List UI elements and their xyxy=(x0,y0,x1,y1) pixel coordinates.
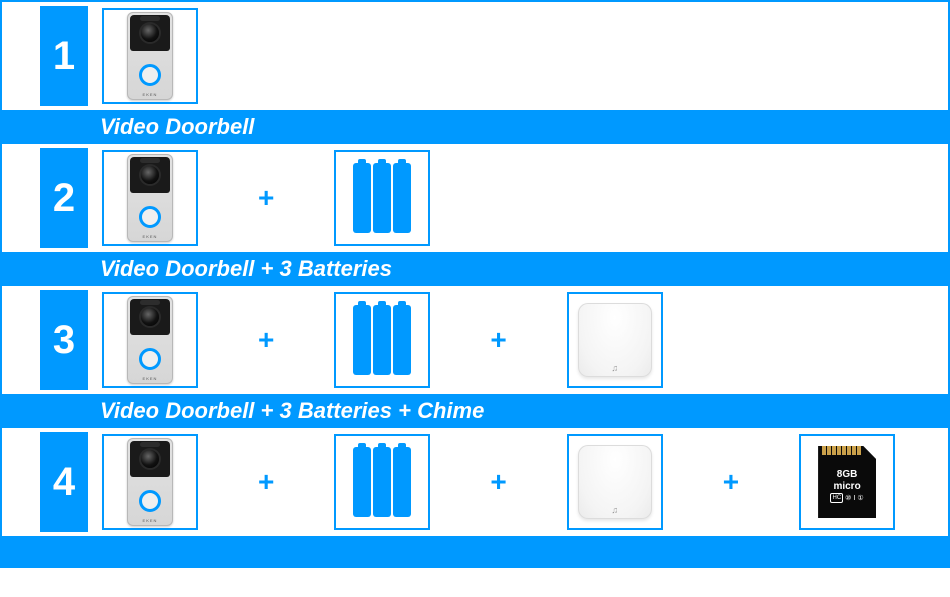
bundle-item-doorbell: EKEN xyxy=(102,434,198,530)
bundle-number: 1 xyxy=(40,6,88,106)
batteries-icon xyxy=(353,447,411,517)
bundle-item-doorbell: EKEN xyxy=(102,292,198,388)
video-doorbell-icon: EKEN xyxy=(127,296,173,384)
plus-icon: + xyxy=(258,182,274,214)
bundle-row-2: 2 EKEN + Video Doorbell + 3 Batteries xyxy=(0,142,950,284)
sd-card-icon: 8GBmicroHC⑩I① xyxy=(818,446,876,518)
chime-icon xyxy=(578,303,652,377)
batteries-icon xyxy=(353,305,411,375)
bundle-item-batteries xyxy=(334,150,430,246)
bundle-number: 3 xyxy=(40,290,88,390)
bundle-items: 2 EKEN + xyxy=(0,142,950,254)
bundle-label: Video Doorbell + 3 Batteries xyxy=(0,254,950,284)
bundle-items: 4 EKEN + + +8GBmicroHC⑩I① xyxy=(0,426,950,538)
bundle-item-chime xyxy=(567,434,663,530)
plus-icon: + xyxy=(723,466,739,498)
bundle-number: 2 xyxy=(40,148,88,248)
chime-icon xyxy=(578,445,652,519)
bundle-row-3: 3 EKEN + + Video Doorbell + 3 Batteries + Ch… xyxy=(0,284,950,426)
bundle-items: 3 EKEN + + xyxy=(0,284,950,396)
video-doorbell-icon: EKEN xyxy=(127,154,173,242)
plus-icon: + xyxy=(490,324,506,356)
bundle-label xyxy=(0,538,950,568)
bundle-row-1: 1 EKEN Video Doorbell xyxy=(0,0,950,142)
bundle-row-4: 4 EKEN + + +8GBmicroHC⑩I① xyxy=(0,426,950,568)
video-doorbell-icon: EKEN xyxy=(127,438,173,526)
bundle-items: 1 EKEN xyxy=(0,0,950,112)
video-doorbell-icon: EKEN xyxy=(127,12,173,100)
bundle-item-sdcard: 8GBmicroHC⑩I① xyxy=(799,434,895,530)
bundle-number: 4 xyxy=(40,432,88,532)
plus-icon: + xyxy=(258,324,274,356)
plus-icon: + xyxy=(258,466,274,498)
bundle-label: Video Doorbell + 3 Batteries + Chime xyxy=(0,396,950,426)
plus-icon: + xyxy=(490,466,506,498)
bundle-item-doorbell: EKEN xyxy=(102,8,198,104)
bundle-label: Video Doorbell xyxy=(0,112,950,142)
bundle-item-batteries xyxy=(334,434,430,530)
bundle-item-batteries xyxy=(334,292,430,388)
batteries-icon xyxy=(353,163,411,233)
bundle-item-doorbell: EKEN xyxy=(102,150,198,246)
bundle-item-chime xyxy=(567,292,663,388)
